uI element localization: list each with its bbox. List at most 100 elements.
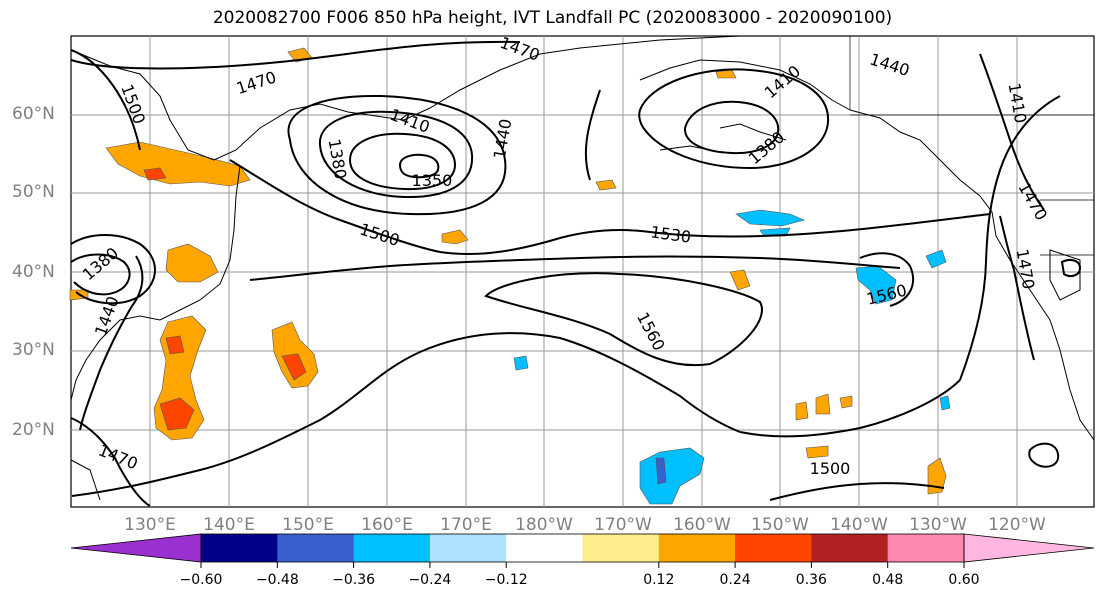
colorbar-border: [200, 533, 965, 563]
latitude-label: 30°N: [12, 340, 55, 360]
height-contour: [70, 40, 521, 70]
colorbar-extend-min: [70, 533, 202, 563]
height-contour: [287, 94, 507, 216]
height-contour: [559, 213, 991, 239]
height-contour: [959, 95, 1061, 381]
height-contour: [769, 482, 945, 501]
ivt-region: [839, 395, 853, 409]
height-contour: [249, 255, 901, 281]
longitude-label: 150°E: [282, 515, 334, 535]
height-contour: [999, 215, 1035, 361]
ivt-region: [639, 447, 705, 505]
coastlines: [70, 35, 1095, 501]
colorbar-tick-label: −0.12: [484, 572, 528, 588]
longitude-label: 170°E: [440, 515, 492, 535]
height-contour: [439, 237, 561, 256]
colorbar-tick-label: 0.12: [643, 572, 675, 588]
ivt-region: [815, 393, 831, 415]
height-contour: [70, 417, 151, 507]
height-contour: [318, 110, 474, 199]
colorbar-tick-label: 0.24: [719, 572, 751, 588]
ivt-region: [925, 249, 947, 269]
colorbar-swatch: [887, 534, 965, 562]
ivt-region: [165, 243, 219, 283]
colorbar-extend-max: [963, 533, 1095, 563]
ivt-region: [441, 229, 469, 245]
height-contour: [70, 253, 131, 296]
colorbar: [70, 533, 1095, 568]
gridlines: [71, 36, 1094, 507]
ivt-region: [735, 209, 805, 227]
colorbar-tick-label: −0.60: [179, 572, 223, 588]
colorbar-swatch: [353, 534, 431, 562]
ivt-region: [595, 179, 617, 191]
ivt-region: [855, 265, 897, 305]
longitude-label: 120°W: [988, 515, 1046, 535]
longitude-label: 180°W: [515, 515, 573, 535]
height-contour: [79, 255, 144, 431]
ivt-region: [143, 167, 167, 181]
height-contour: [348, 132, 457, 191]
ivt-region: [805, 445, 829, 459]
height-contour: [229, 159, 441, 253]
colorbar-swatch: [735, 534, 812, 562]
height-contour: [484, 272, 763, 367]
ivt-region: [939, 395, 951, 411]
ivt-region: [105, 141, 251, 187]
contour-label: 1500: [810, 459, 851, 478]
latitude-label: 60°N: [12, 104, 55, 124]
colorbar-swatch: [811, 534, 889, 562]
longitude-label: 130°E: [124, 515, 176, 535]
ivt-region: [927, 457, 947, 495]
height-contour: [638, 68, 830, 170]
colorbar-tick-label: 0.60: [948, 572, 980, 588]
ivt-region: [795, 401, 809, 421]
map-interior: [69, 35, 1095, 507]
ivt-region: [281, 353, 307, 381]
height-contour: [859, 252, 915, 307]
longitude-label: 160°W: [673, 515, 731, 535]
height-contour: [70, 234, 156, 305]
colorbar-swatch: [582, 534, 660, 562]
colorbar-tick-label: −0.24: [408, 572, 452, 588]
colorbar-tick-label: −0.36: [332, 572, 376, 588]
longitude-label: 130°W: [909, 515, 967, 535]
contour-label: 1350: [412, 171, 453, 190]
colorbar-tick-label: 0.36: [795, 572, 827, 588]
height-contour: [584, 89, 601, 181]
height-contour: [1028, 442, 1060, 468]
colorbar-swatch: [506, 534, 583, 562]
longitude-label: 150°W: [751, 515, 809, 535]
longitude-label: 160°E: [361, 515, 413, 535]
ivt-region: [715, 69, 737, 79]
height-contour: [398, 153, 440, 179]
colorbar-swatch: [201, 534, 278, 562]
colorbar-swatch: [429, 534, 507, 562]
colorbar-swatch: [277, 534, 355, 562]
ivt-region: [513, 355, 529, 371]
height-contour: [979, 53, 1045, 211]
ivt-positive-shading: [69, 47, 947, 495]
height-contour: [683, 100, 780, 155]
longitude-label: 140°E: [203, 515, 255, 535]
height-contour: [559, 337, 741, 433]
colorbar-swatch: [658, 534, 736, 562]
height-contour: [739, 379, 961, 438]
ivt-negative-shading: [513, 209, 951, 505]
longitude-label: 170°W: [594, 515, 652, 535]
colorbar-tick-label: 0.48: [872, 572, 904, 588]
ivt-region: [729, 269, 751, 291]
latitude-label: 40°N: [12, 262, 55, 282]
height-contour: [70, 49, 141, 151]
longitude-label: 140°W: [830, 515, 888, 535]
latitude-label: 20°N: [12, 420, 55, 440]
colorbar-tick-label: −0.48: [255, 572, 299, 588]
borders: [849, 36, 1094, 256]
height-contours: [70, 40, 1082, 507]
ivt-region: [159, 397, 195, 431]
height-contour: [71, 332, 561, 497]
ivt-region: [655, 457, 667, 485]
height-contour: [1060, 259, 1082, 277]
ivt-region: [165, 335, 185, 355]
